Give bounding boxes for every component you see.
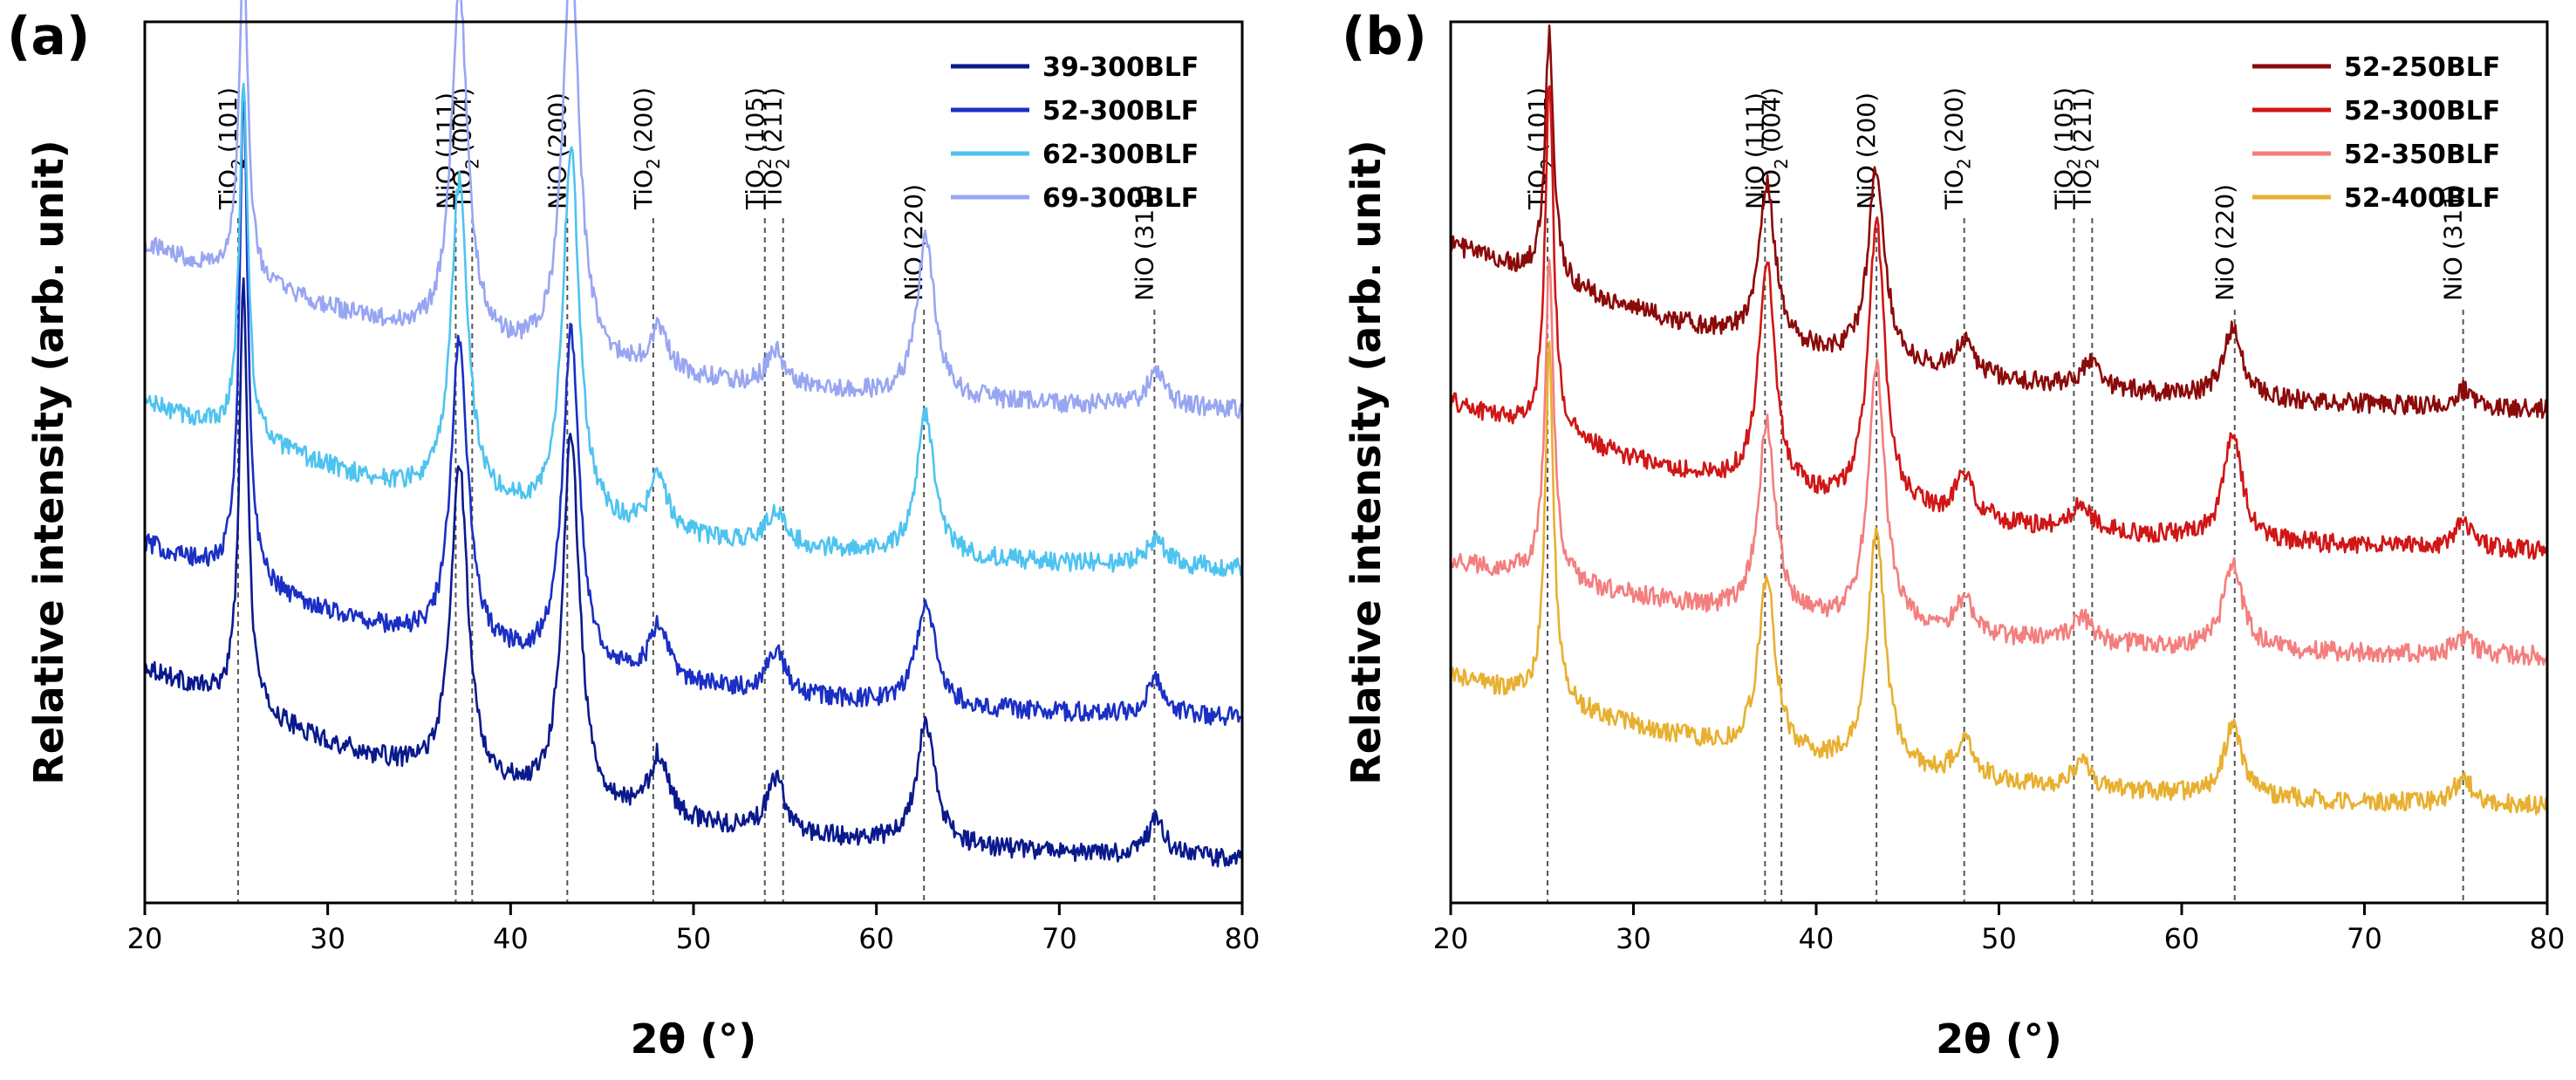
peak-label-hkl: (220) [2210,184,2239,249]
series-line [1449,340,2549,816]
x-tick-label: 60 [2164,922,2200,955]
series-line [1449,24,2549,420]
peak-label-subscript: 2 [755,158,776,169]
peak-label-subscript: 2 [773,158,794,169]
peak-label-subscript: 2 [643,158,664,169]
x-tick-label: 20 [1433,922,1469,955]
x-tick-label: 50 [1981,922,2017,955]
peak-label-hkl: (200) [1852,92,1881,158]
panel-label: (a) [7,6,90,67]
peak-label: NiO(220) [899,184,928,301]
peak-label-phase: TiO [1940,169,1969,210]
peak-label: TiO2 (211) [2067,87,2102,210]
x-tick-label: 30 [310,922,345,955]
y-axis-title: Relative intensity (arb. unit) [25,140,72,784]
x-tick-label: 40 [1799,922,1835,955]
x-tick-label: 70 [1042,922,1077,955]
legend-label: 52-300BLF [2344,96,2500,126]
peak-label-phase: TiO [2049,169,2078,210]
series-line [143,0,1244,420]
series-line [143,277,1244,868]
panel-b: (b)TiO2(101)NiO(111)TiO2(004)NiO(200)TiO… [1342,6,2565,1063]
peak-label: TiO2 (200) [1940,87,1975,210]
x-tick-label: 60 [858,922,894,955]
peak-label: TiO2 (105) [2049,87,2084,210]
x-tick-label: 20 [127,922,163,955]
peak-label-phase: NiO [2439,256,2468,301]
peak-label: NiO (311) [1130,184,1158,301]
peak-label-subscript: 2 [1954,158,1975,169]
peak-label-hkl: (311) [1130,184,1158,249]
peak-label-hkl: (111) [1740,92,1769,158]
peak-label-hkl: (200) [629,87,658,153]
series-line [144,82,1244,578]
peak-label-hkl: (311) [2439,184,2468,249]
peak-label-subscript: 2 [461,158,482,169]
peak-label-subscript: 2 [2081,158,2102,169]
legend-label: 52-250BLF [2344,52,2500,83]
x-axis-title: 2θ (°) [631,1015,757,1063]
legend-label: 52-400BLF [2344,183,2500,214]
legend-label: 39-300BLF [1042,52,1199,83]
series-line [1449,85,2549,560]
legend-label: 62-300BLF [1042,140,1199,170]
panel-label: (b) [1342,6,1427,67]
peak-label-phase: NiO [1130,256,1158,301]
peak-label: TiO2(004) [1757,87,1792,210]
peak-label: TiO2 (200) [629,87,664,210]
peak-label: NiO(200) [1852,92,1881,209]
peak-label-hkl: (105) [741,87,769,153]
peak-label-hkl: (111) [431,92,460,158]
peak-label-phase: TiO [629,169,658,210]
peak-label-subscript: 2 [228,158,249,169]
peak-label-hkl: (105) [2049,87,2078,153]
peak-label-subscript: 2 [1771,158,1792,169]
peak-label-phase: TiO [2067,169,2096,210]
peak-label: TiO2 (211) [759,87,794,210]
peak-label-hkl: (200) [543,92,571,158]
peak-label: NiO (220) [2210,184,2239,301]
peak-label-phase: TiO [1523,169,1552,210]
peak-label-phase: TiO [214,169,243,210]
peak-label-phase: TiO [741,169,769,210]
legend-label: 52-300BLF [1042,96,1199,126]
panel-a: (a)TiO2(101)NiO(111)TiO2(004)NiO(200)TiO… [7,0,1260,1063]
peak-label: TiO2(101) [214,87,249,210]
peak-label-phase: TiO [759,169,788,210]
peak-label-hkl: (211) [2067,87,2096,153]
legend-label: 52-350BLF [2344,140,2500,170]
peak-label-hkl: (004) [1757,87,1786,153]
peak-label-subscript: 2 [2063,158,2084,169]
peak-label-phase: NiO [2210,256,2239,301]
peak-label-hkl: (200) [1940,87,1969,153]
x-tick-label: 40 [493,922,529,955]
x-tick-label: 80 [2530,922,2566,955]
peak-label: NiO (311) [2439,184,2468,301]
x-tick-label: 70 [2347,922,2382,955]
peak-label: TiO2 (105) [741,87,776,210]
y-axis-title: Relative intensity (arb. unit) [1343,140,1390,784]
peak-label-hkl: (211) [759,87,788,153]
x-axis-title: 2θ (°) [1936,1015,2062,1063]
series-line [143,100,1243,727]
series-line [1449,258,2549,666]
x-tick-label: 30 [1616,922,1651,955]
peak-label-phase: NiO [899,256,928,301]
x-tick-label: 80 [1225,922,1261,955]
x-tick-label: 50 [676,922,712,955]
legend-label: 69-300BLF [1042,183,1199,214]
